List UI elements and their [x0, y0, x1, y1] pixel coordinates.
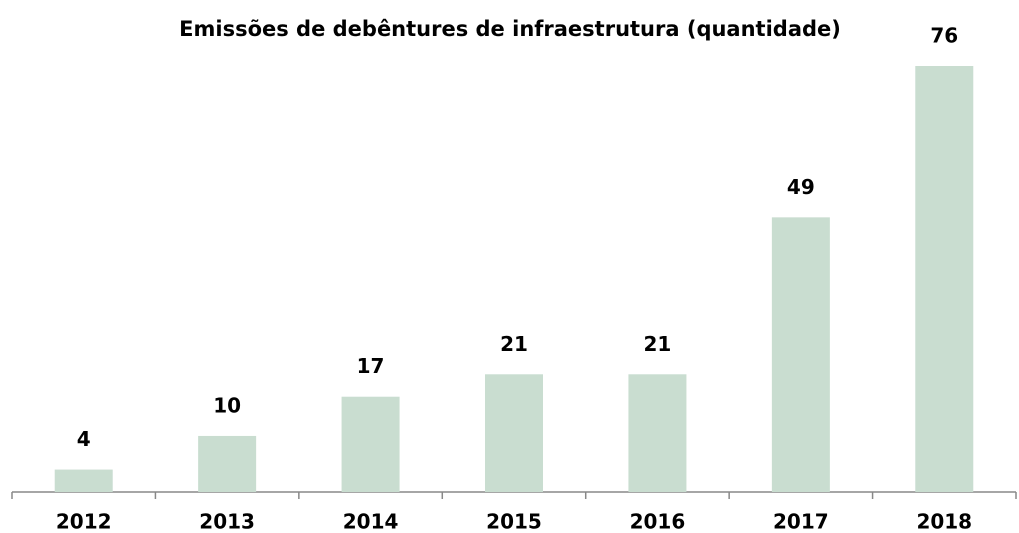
x-tick-label: 2013 — [199, 510, 255, 533]
bar — [771, 217, 830, 492]
value-label: 4 — [77, 427, 91, 451]
x-tick-label: 2014 — [343, 510, 399, 533]
bar — [915, 66, 974, 492]
x-tick-label: 2012 — [56, 510, 112, 533]
x-tick-label: 2017 — [773, 510, 829, 533]
value-label: 21 — [644, 332, 672, 356]
chart-title: Emissões de debêntures de infraestrutura… — [179, 17, 841, 41]
bar — [54, 469, 113, 492]
value-label: 10 — [213, 393, 241, 417]
x-tick-label: 2016 — [630, 510, 686, 533]
value-label: 17 — [357, 354, 385, 378]
value-label: 21 — [500, 332, 528, 356]
bar — [628, 374, 687, 492]
x-tick-label: 2018 — [916, 510, 972, 533]
x-tick-label: 2015 — [486, 510, 542, 533]
bar — [485, 374, 543, 492]
bar — [341, 396, 400, 492]
value-label: 49 — [787, 175, 815, 199]
value-label: 76 — [930, 24, 958, 48]
bar — [198, 435, 257, 492]
